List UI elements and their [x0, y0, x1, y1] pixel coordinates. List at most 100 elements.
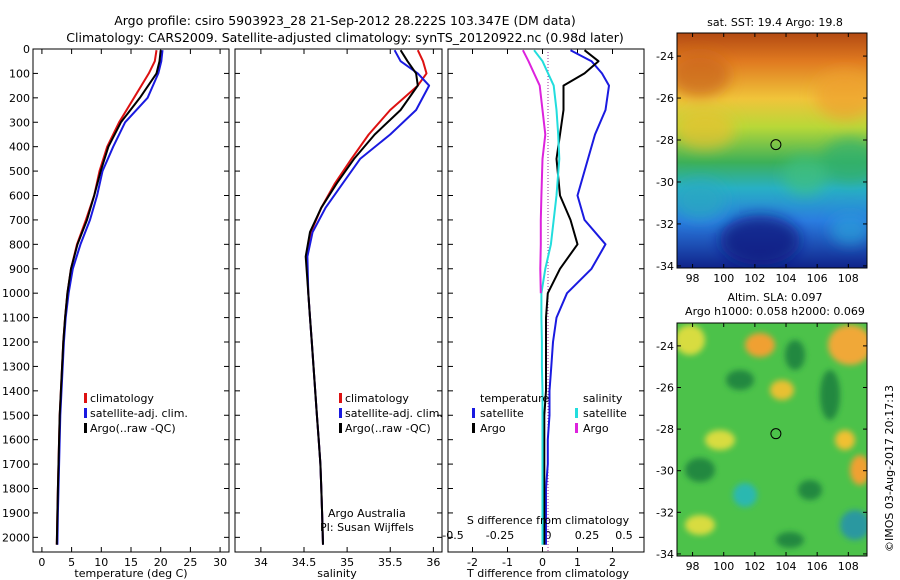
series-argo-raw-qc- — [304, 49, 419, 545]
series-satellite-adj-clim- — [306, 49, 431, 545]
series-temperature-satellite — [545, 49, 610, 545]
x-tick-label: 36 — [426, 556, 440, 569]
y-tick-label: -32 — [656, 506, 674, 519]
depth-axis: 0 100 200 300 400 500 600 700 800 900 1000 1100 1200… — [2, 43, 229, 544]
x-tick-label: 104 — [776, 272, 797, 285]
x-tick-label: -1 — [502, 556, 513, 569]
x-tick-label: 35 — [340, 556, 354, 569]
legend-swatch-s-satellite — [575, 408, 578, 418]
temperature-profiles — [55, 50, 164, 545]
series-climatology — [55, 50, 158, 545]
y-tick-label: -34 — [656, 260, 674, 273]
legend-swatch-argo — [339, 423, 342, 433]
pi-label: PI: Susan Wijffels — [320, 521, 414, 534]
y-tick-label: -26 — [656, 381, 674, 394]
x-tick-label: 0 — [38, 556, 45, 569]
sla-map-panel: Altim. SLA: 0.097 Argo h1000: 0.058 h200… — [656, 291, 868, 573]
series-salinity-satellite — [533, 49, 561, 545]
x-tick-label: 2 — [609, 556, 616, 569]
salinity-axes-frame — [234, 48, 443, 553]
legend-swatch-argo — [84, 423, 87, 433]
sla-map-title: Altim. SLA: 0.097 — [727, 291, 822, 304]
sla-map-ticks: 98 100 102 104 106 108 -24 -26 -28 -30 -32 -34 — [656, 323, 867, 573]
series-satellite-adj-clim- — [56, 50, 164, 545]
legend-label-satellite: satellite-adj. clim. — [345, 407, 443, 420]
sla-map-frame — [676, 322, 868, 557]
legend-label-t-argo: Argo — [480, 422, 506, 435]
x-tick-label: 104 — [776, 560, 797, 573]
x-tick-label: 1 — [574, 556, 581, 569]
x-tick-label: 108 — [838, 560, 859, 573]
s-diff-tick-label: 0.25 — [575, 529, 600, 542]
legend-label-climatology: climatology — [345, 392, 409, 405]
legend-label-s-argo: Argo — [583, 422, 609, 435]
title-line-1: Argo profile: csiro 5903923_28 21-Sep-20… — [114, 13, 576, 28]
y-tick-label: 300 — [9, 116, 30, 129]
s-diff-tick-label: 0.5 — [615, 529, 633, 542]
temperature-x-axis: 0 5 10 15 20 25 30 — [38, 49, 227, 569]
y-tick-label: 1700 — [2, 458, 30, 471]
y-tick-label: -24 — [656, 50, 674, 63]
x-tick-label: 106 — [807, 560, 828, 573]
x-tick-label: 108 — [838, 272, 859, 285]
y-tick-label: 2000 — [2, 531, 30, 544]
y-tick-label: -30 — [656, 176, 674, 189]
x-tick-label: 20 — [154, 556, 168, 569]
x-tick-label: -2 — [467, 556, 478, 569]
sla-map-subtitle: Argo h1000: 0.058 h2000: 0.069 — [685, 305, 865, 318]
temperature-panel: 0100200300400500600700800900100011001200… — [2, 43, 230, 580]
y-tick-label: 1000 — [2, 287, 30, 300]
y-tick-label: 0 — [23, 43, 30, 56]
y-tick-label: -24 — [656, 340, 674, 353]
legend-swatch-t-satellite — [472, 408, 475, 418]
legend-label-argo: Argo(..raw -QC) — [345, 422, 431, 435]
y-tick-label: 1200 — [2, 336, 30, 349]
argo-australia-label: Argo Australia — [328, 507, 406, 520]
difference-y-ticks — [448, 48, 644, 538]
title-line-2: Climatology: CARS2009. Satellite-adjuste… — [66, 30, 623, 45]
sst-map-panel: sat. SST: 19.4 Argo: 19.8 98 100 102 104 106… — [656, 16, 868, 285]
x-tick-label: 98 — [686, 272, 700, 285]
x-tick-label: 34.5 — [292, 556, 317, 569]
s-difference-label: S difference from climatology — [467, 514, 630, 527]
y-tick-label: 800 — [9, 238, 30, 251]
x-tick-label: 106 — [807, 272, 828, 285]
legend-label-argo: Argo(..raw -QC) — [90, 422, 176, 435]
x-tick-label: 100 — [713, 272, 734, 285]
legend-title-temperature: temperature — [480, 392, 549, 405]
salinity-y-ticks — [235, 48, 442, 538]
series-argo-raw-qc- — [55, 50, 162, 545]
y-tick-label: 1800 — [2, 483, 30, 496]
y-tick-label: -32 — [656, 218, 674, 231]
x-tick-label: 100 — [713, 560, 734, 573]
y-tick-label: 1500 — [2, 409, 30, 422]
sst-map-frame — [676, 32, 868, 269]
salinity-x-label: salinity — [317, 567, 357, 580]
y-tick-label: 1100 — [2, 312, 30, 325]
y-tick-label: -30 — [656, 465, 674, 478]
legend-swatch-t-argo — [472, 423, 475, 433]
salinity-difference-scale: -0.5-0.2500.250.5 — [442, 529, 632, 542]
y-tick-label: -34 — [656, 548, 674, 561]
x-tick-label: 30 — [213, 556, 227, 569]
credit-label: ©IMOS 03-Aug-2017 20:17:13 — [883, 385, 896, 552]
difference-profiles — [522, 49, 610, 545]
legend-swatch-satellite — [84, 408, 87, 418]
series-climatology — [305, 49, 428, 545]
legend-label-t-satellite: satellite — [480, 407, 524, 420]
salinity-profiles — [304, 49, 431, 545]
temperature-x-label: temperature (deg C) — [74, 567, 187, 580]
difference-legend: temperature salinity satellite Argo sate… — [472, 392, 627, 435]
x-tick-label: 5 — [68, 556, 75, 569]
difference-x-axis: -2 -1 0 1 2 — [467, 49, 616, 569]
legend-label-satellite: satellite-adj. clim. — [90, 407, 188, 420]
legend-label-s-satellite: satellite — [583, 407, 627, 420]
y-tick-label: 500 — [9, 165, 30, 178]
y-tick-label: 400 — [9, 141, 30, 154]
legend-swatch-satellite — [339, 408, 342, 418]
x-tick-label: 15 — [124, 556, 138, 569]
s-diff-tick-label: -0.25 — [486, 529, 514, 542]
y-tick-label: 1300 — [2, 360, 30, 373]
s-diff-tick-label: -0.5 — [442, 529, 463, 542]
